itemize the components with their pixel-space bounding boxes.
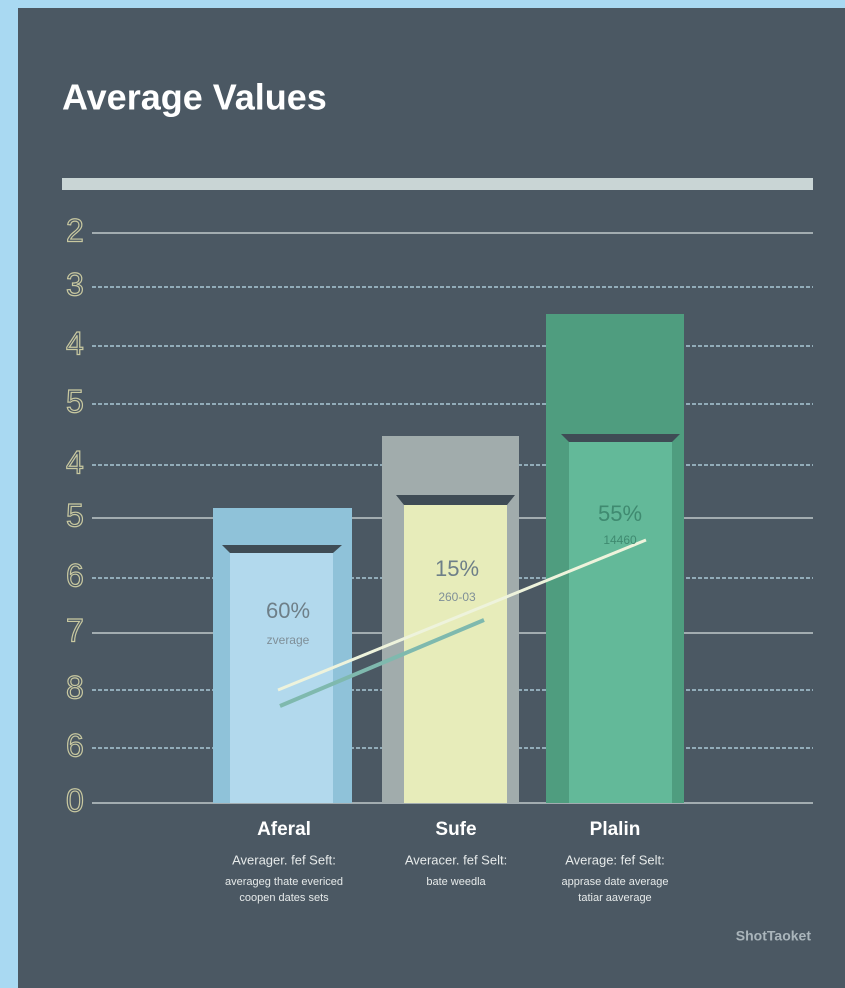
bar-percent: 55% [598,501,642,526]
category-description: coopen dates sets [239,892,329,904]
axis-label: 5 [66,383,84,419]
axis-label: 0 [66,782,84,818]
bar-inner [404,505,507,803]
title: Average Values [62,77,327,118]
axis-label: 4 [66,444,84,480]
category-subtitle: Average: fef Selt: [565,852,665,867]
bar-percent: 15% [435,556,479,581]
axis-label: 2 [66,212,84,248]
category-label: Aferal [257,819,311,840]
axis-label: 4 [66,325,84,361]
bar-bevel [396,495,515,505]
axis-label: 7 [66,612,84,648]
category-label: Plalin [590,819,641,840]
category-label: Sufe [435,819,476,840]
trend-shadow [279,618,485,708]
bar-note: 260-03 [438,590,476,604]
footer-brand: ShotTaoket [736,928,812,944]
bar-percent: 60% [266,598,310,623]
axis-label: 5 [66,497,84,533]
bars [213,314,684,803]
category-description: bate weedla [426,876,486,888]
bar-bevel [561,434,680,442]
bar-inner [569,442,672,803]
bar-bevel [222,545,342,553]
category-description: tatiar aaverage [578,892,651,904]
axis-label: 6 [66,557,84,593]
axis-label: 6 [66,727,84,763]
category-subtitle: Averager. fef Seft: [232,852,336,867]
category-description: apprase date average [561,876,668,888]
bar-note: 14460 [603,533,637,547]
axis-label: 3 [66,266,84,302]
trend-line [277,538,647,692]
bar-inner [230,553,333,803]
bar-note: zverage [267,633,310,647]
header-bar [62,178,813,190]
category-description: averageg thate evericed [225,876,343,888]
axis-label: 8 [66,669,84,705]
texts: 60% zverage Aferal Averager. fef Seft: avera… [225,501,811,944]
category-subtitle: Averacer. fef Selt: [405,852,507,867]
